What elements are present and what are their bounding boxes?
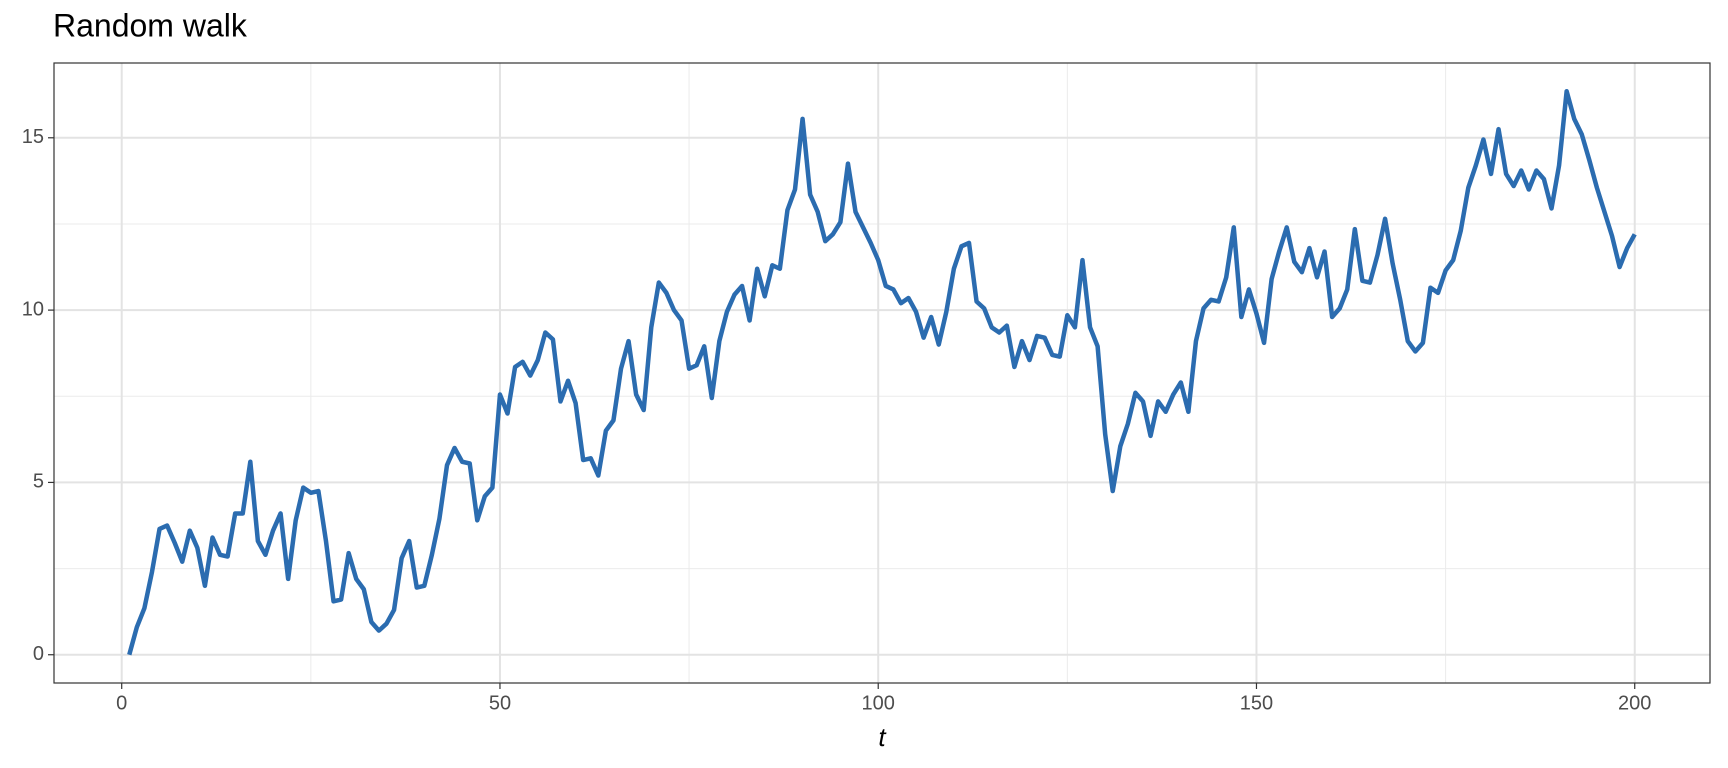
x-tick-label: 150 <box>1240 692 1273 714</box>
x-tick-label: 0 <box>116 692 127 714</box>
y-tick-label: 0 <box>33 643 44 665</box>
x-tick-label: 100 <box>862 692 895 714</box>
y-tick-label: 5 <box>33 471 44 493</box>
y-tick-label: 10 <box>22 298 44 320</box>
x-tick-label: 50 <box>489 692 511 714</box>
line <box>127 89 1637 656</box>
x-tick-label: 200 <box>1618 692 1651 714</box>
x-axis-label: t <box>878 722 887 752</box>
panel-border <box>53 62 1711 684</box>
y-tick-label: 15 <box>22 126 44 148</box>
chart-title: Random walk <box>53 7 248 43</box>
